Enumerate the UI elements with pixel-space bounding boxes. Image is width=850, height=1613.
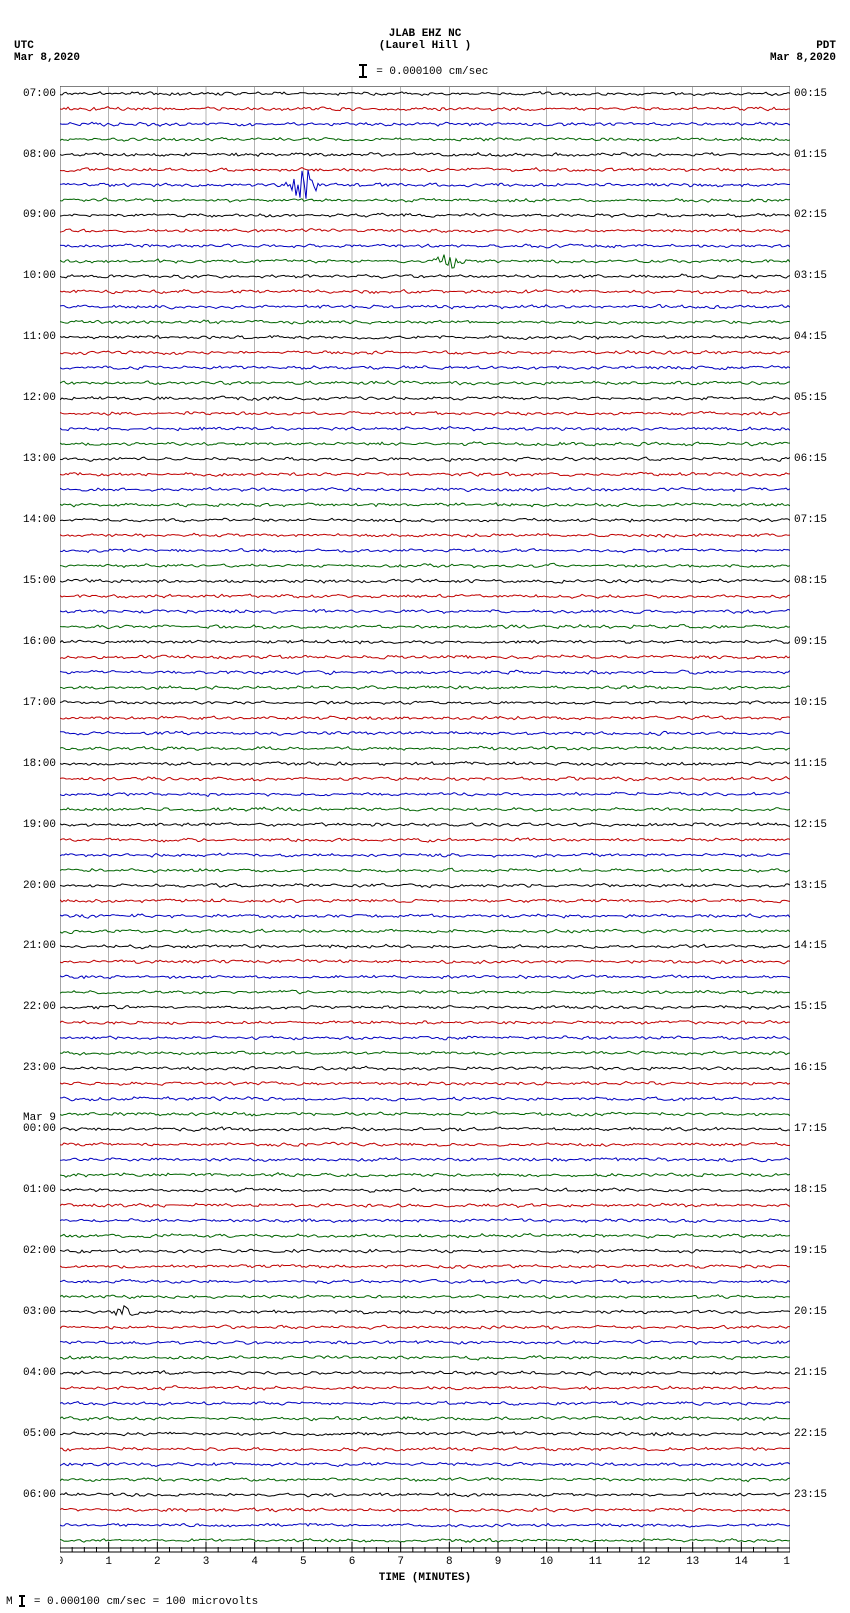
station-code: JLAB EHZ NC <box>0 28 850 40</box>
svg-text:13: 13 <box>686 1556 699 1568</box>
station-name: (Laurel Hill ) <box>0 40 850 52</box>
left-time-label: 10:00 <box>23 271 56 282</box>
right-time-label: 22:15 <box>794 1429 827 1440</box>
x-axis-label: TIME (MINUTES) <box>60 1572 790 1584</box>
left-time-label: 12:00 <box>23 393 56 404</box>
right-time-label: 05:15 <box>794 393 827 404</box>
header-center: JLAB EHZ NC (Laurel Hill ) <box>0 28 850 52</box>
svg-text:6: 6 <box>349 1556 356 1568</box>
svg-text:14: 14 <box>735 1556 749 1568</box>
left-time-label: 15:00 <box>23 576 56 587</box>
right-time-labels: 00:15 01:15 02:15 03:15 04:15 05:15 06:15 07:15… <box>794 0 850 1613</box>
left-time-label: 11:00 <box>23 332 56 343</box>
svg-text:1: 1 <box>105 1556 112 1568</box>
right-time-label: 16:15 <box>794 1063 827 1074</box>
left-time-label: 09:00 <box>23 210 56 221</box>
svg-text:10: 10 <box>540 1556 553 1568</box>
svg-text:2: 2 <box>154 1556 161 1568</box>
footer-scale-note: M = 0.000100 cm/sec = 100 microvolts <box>6 1595 258 1608</box>
svg-text:8: 8 <box>446 1556 453 1568</box>
left-time-label: 00:00 <box>23 1124 56 1135</box>
left-time-label: 22:00 <box>23 1002 56 1013</box>
svg-text:15: 15 <box>783 1556 790 1568</box>
svg-text:9: 9 <box>495 1556 502 1568</box>
left-time-label: 06:00 <box>23 1490 56 1501</box>
left-time-label: 17:00 <box>23 698 56 709</box>
left-time-label: 19:00 <box>23 820 56 831</box>
left-time-label: 20:00 <box>23 881 56 892</box>
right-time-label: 06:15 <box>794 454 827 465</box>
left-time-label: 13:00 <box>23 454 56 465</box>
left-time-label: 05:00 <box>23 1429 56 1440</box>
svg-text:12: 12 <box>637 1556 650 1568</box>
svg-text:5: 5 <box>300 1556 307 1568</box>
right-time-label: 18:15 <box>794 1185 827 1196</box>
svg-text:0: 0 <box>60 1556 63 1568</box>
right-time-label: 15:15 <box>794 1002 827 1013</box>
left-time-label: 16:00 <box>23 637 56 648</box>
right-time-label: 20:15 <box>794 1307 827 1318</box>
scale-text: = 0.000100 cm/sec <box>376 66 488 78</box>
right-time-label: 08:15 <box>794 576 827 587</box>
left-time-label: 04:00 <box>23 1368 56 1379</box>
svg-text:7: 7 <box>397 1556 404 1568</box>
left-time-label: 01:00 <box>23 1185 56 1196</box>
right-time-label: 21:15 <box>794 1368 827 1379</box>
right-time-label: 09:15 <box>794 637 827 648</box>
svg-text:4: 4 <box>251 1556 258 1568</box>
scale-bar-icon <box>21 1595 23 1607</box>
right-time-label: 23:15 <box>794 1490 827 1501</box>
svg-text:3: 3 <box>203 1556 210 1568</box>
left-time-label: 21:00 <box>23 941 56 952</box>
footer-text: = 0.000100 cm/sec = 100 microvolts <box>34 1596 258 1608</box>
right-time-label: 01:15 <box>794 150 827 161</box>
right-time-label: 11:15 <box>794 759 827 770</box>
left-time-label: 03:00 <box>23 1307 56 1318</box>
right-time-label: 12:15 <box>794 820 827 831</box>
right-time-label: 07:15 <box>794 515 827 526</box>
right-time-label: 02:15 <box>794 210 827 221</box>
scale-bar-icon <box>362 64 364 78</box>
left-time-label: 02:00 <box>23 1246 56 1257</box>
left-time-label: 14:00 <box>23 515 56 526</box>
footer-lead: M <box>6 1596 13 1608</box>
right-time-label: 19:15 <box>794 1246 827 1257</box>
right-time-label: 00:15 <box>794 89 827 100</box>
right-time-label: 13:15 <box>794 881 827 892</box>
svg-text:11: 11 <box>589 1556 603 1568</box>
left-time-label: 08:00 <box>23 150 56 161</box>
left-time-label: 23:00 <box>23 1063 56 1074</box>
right-time-label: 10:15 <box>794 698 827 709</box>
right-time-label: 14:15 <box>794 941 827 952</box>
left-time-label: 07:00 <box>23 89 56 100</box>
scale-legend-top: = 0.000100 cm/sec <box>0 64 850 78</box>
left-time-labels: 07:00 08:00 09:00 10:00 11:00 12:00 13:00 14:00… <box>0 0 56 1613</box>
right-time-label: 17:15 <box>794 1124 827 1135</box>
page-root: JLAB EHZ NC (Laurel Hill ) = 0.000100 cm… <box>0 0 850 1613</box>
right-time-label: 03:15 <box>794 271 827 282</box>
right-time-label: 04:15 <box>794 332 827 343</box>
left-time-label: 18:00 <box>23 759 56 770</box>
helicorder-plot: 0123456789101112131415 <box>60 86 790 1582</box>
